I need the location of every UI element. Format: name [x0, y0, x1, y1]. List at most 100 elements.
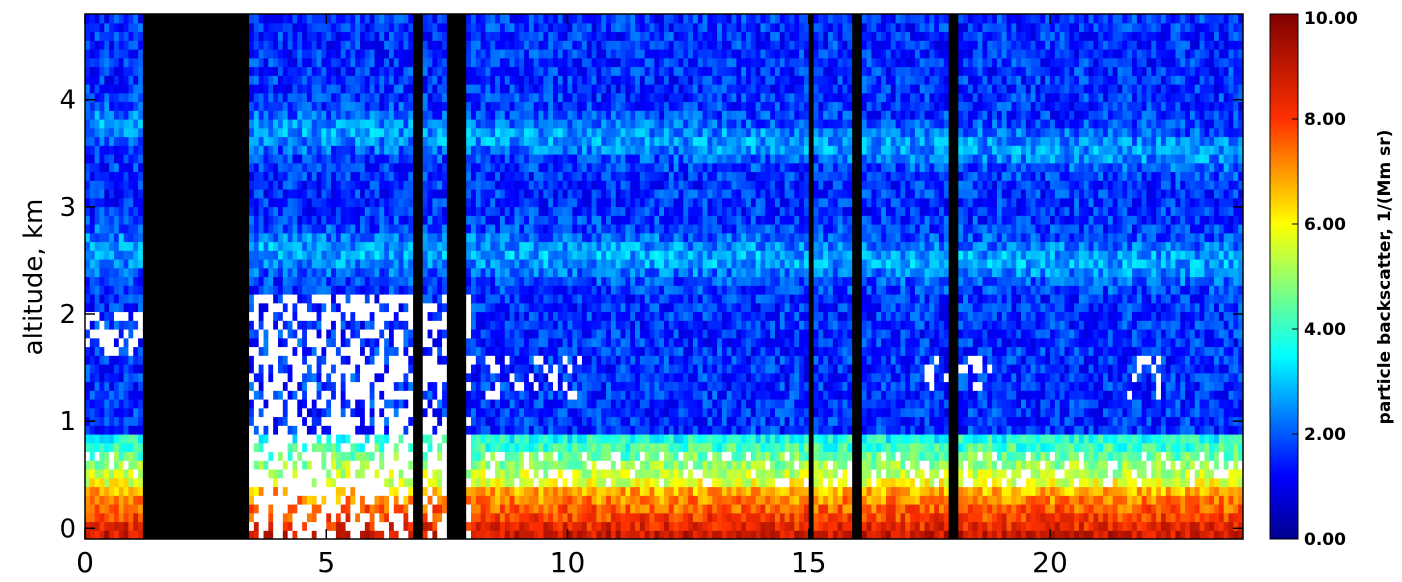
heatmap-cell — [321, 390, 327, 400]
heatmap-cell — [432, 119, 438, 129]
heatmap-cell — [244, 14, 250, 24]
heatmap-cell — [229, 451, 236, 461]
heatmap-cell — [147, 477, 154, 488]
heatmap-cell — [422, 171, 429, 181]
heatmap-cell — [475, 110, 482, 120]
heatmap-cell — [224, 110, 231, 120]
heatmap-cell — [85, 145, 91, 155]
heatmap-cell — [302, 49, 308, 59]
heatmap-cell — [205, 250, 212, 260]
heatmap-cell — [427, 110, 433, 120]
heatmap-cell — [432, 75, 438, 85]
heatmap-cell — [157, 477, 163, 488]
heatmap-cell — [152, 302, 158, 313]
heatmap-cell — [480, 346, 487, 356]
heatmap-cell — [417, 337, 424, 348]
heatmap-cell — [471, 311, 477, 321]
heatmap-cell — [350, 75, 356, 85]
heatmap-cell — [364, 302, 371, 313]
heatmap-cell — [345, 355, 351, 365]
heatmap-cell — [461, 381, 467, 391]
heatmap-cell — [355, 329, 361, 339]
heatmap-cell — [413, 92, 419, 103]
heatmap-cell — [311, 197, 318, 208]
heatmap-cell — [408, 521, 414, 531]
heatmap-cell — [186, 329, 192, 339]
heatmap-cell — [437, 521, 443, 531]
heatmap-cell — [451, 460, 458, 470]
heatmap-cell — [249, 390, 255, 400]
heatmap-cell — [379, 127, 385, 138]
heatmap-cell — [191, 381, 197, 391]
heatmap-cell — [475, 434, 482, 444]
heatmap-cell — [205, 285, 212, 295]
heatmap-cell — [451, 416, 458, 426]
heatmap-cell — [167, 22, 173, 33]
heatmap-cell — [316, 110, 323, 120]
heatmap-cell — [321, 189, 327, 199]
heatmap-cell — [239, 171, 245, 181]
heatmap-cell — [176, 101, 183, 111]
heatmap-cell — [437, 355, 443, 365]
heatmap-cell — [253, 469, 260, 479]
heatmap-cell — [181, 521, 187, 531]
heatmap-cell — [442, 180, 448, 190]
heatmap-cell — [417, 390, 424, 400]
heatmap-cell — [350, 337, 356, 348]
heatmap-cell — [152, 127, 158, 138]
heatmap-cell — [451, 119, 458, 129]
heatmap-cell — [432, 206, 438, 216]
heatmap-cell — [393, 224, 400, 234]
heatmap-cell — [142, 110, 149, 120]
heatmap-cell — [186, 40, 192, 50]
heatmap-cell — [302, 14, 308, 24]
heatmap-cell — [167, 504, 173, 514]
heatmap-cell — [413, 232, 419, 243]
heatmap-cell — [379, 224, 385, 234]
heatmap-cell — [224, 285, 231, 295]
heatmap-cell — [408, 259, 414, 269]
heatmap-cell — [104, 302, 110, 313]
heatmap-cell — [456, 451, 462, 461]
heatmap-cell — [157, 399, 163, 409]
heatmap-cell — [147, 197, 154, 208]
heatmap-cell — [278, 355, 284, 365]
heatmap-cell — [239, 154, 245, 164]
heatmap-cell — [287, 31, 294, 41]
heatmap-cell — [350, 372, 356, 383]
heatmap-cell — [268, 346, 274, 356]
heatmap-cell — [104, 381, 110, 391]
heatmap-cell — [422, 180, 429, 190]
heatmap-cell — [133, 311, 139, 321]
heatmap-cell — [234, 232, 240, 243]
heatmap-cell — [321, 486, 327, 496]
heatmap-cell — [374, 101, 380, 111]
heatmap-cell — [220, 215, 226, 225]
heatmap-cell — [331, 119, 337, 129]
heatmap-cell — [263, 469, 269, 479]
heatmap-cell — [104, 407, 110, 418]
heatmap-cell — [297, 40, 303, 50]
heatmap-cell — [89, 355, 96, 365]
heatmap-cell — [142, 92, 149, 103]
heatmap-cell — [355, 232, 361, 243]
heatmap-cell — [451, 232, 458, 243]
heatmap-cell — [369, 346, 376, 356]
heatmap-cell — [249, 215, 255, 225]
heatmap-cell — [471, 250, 477, 260]
heatmap-cell — [99, 84, 105, 94]
heatmap-cell — [176, 504, 183, 514]
heatmap-cell — [220, 57, 226, 68]
heatmap-cell — [413, 329, 419, 339]
heatmap-cell — [195, 145, 202, 155]
heatmap-cell — [350, 329, 356, 339]
heatmap-cell — [408, 75, 414, 85]
heatmap-cell — [200, 22, 207, 33]
heatmap-cell — [109, 346, 115, 356]
heatmap-cell — [85, 180, 91, 190]
heatmap-cell — [345, 364, 351, 374]
heatmap-cell — [456, 372, 462, 383]
heatmap-cell — [297, 460, 303, 470]
heatmap-cell — [437, 346, 443, 356]
heatmap-cell — [335, 197, 342, 208]
